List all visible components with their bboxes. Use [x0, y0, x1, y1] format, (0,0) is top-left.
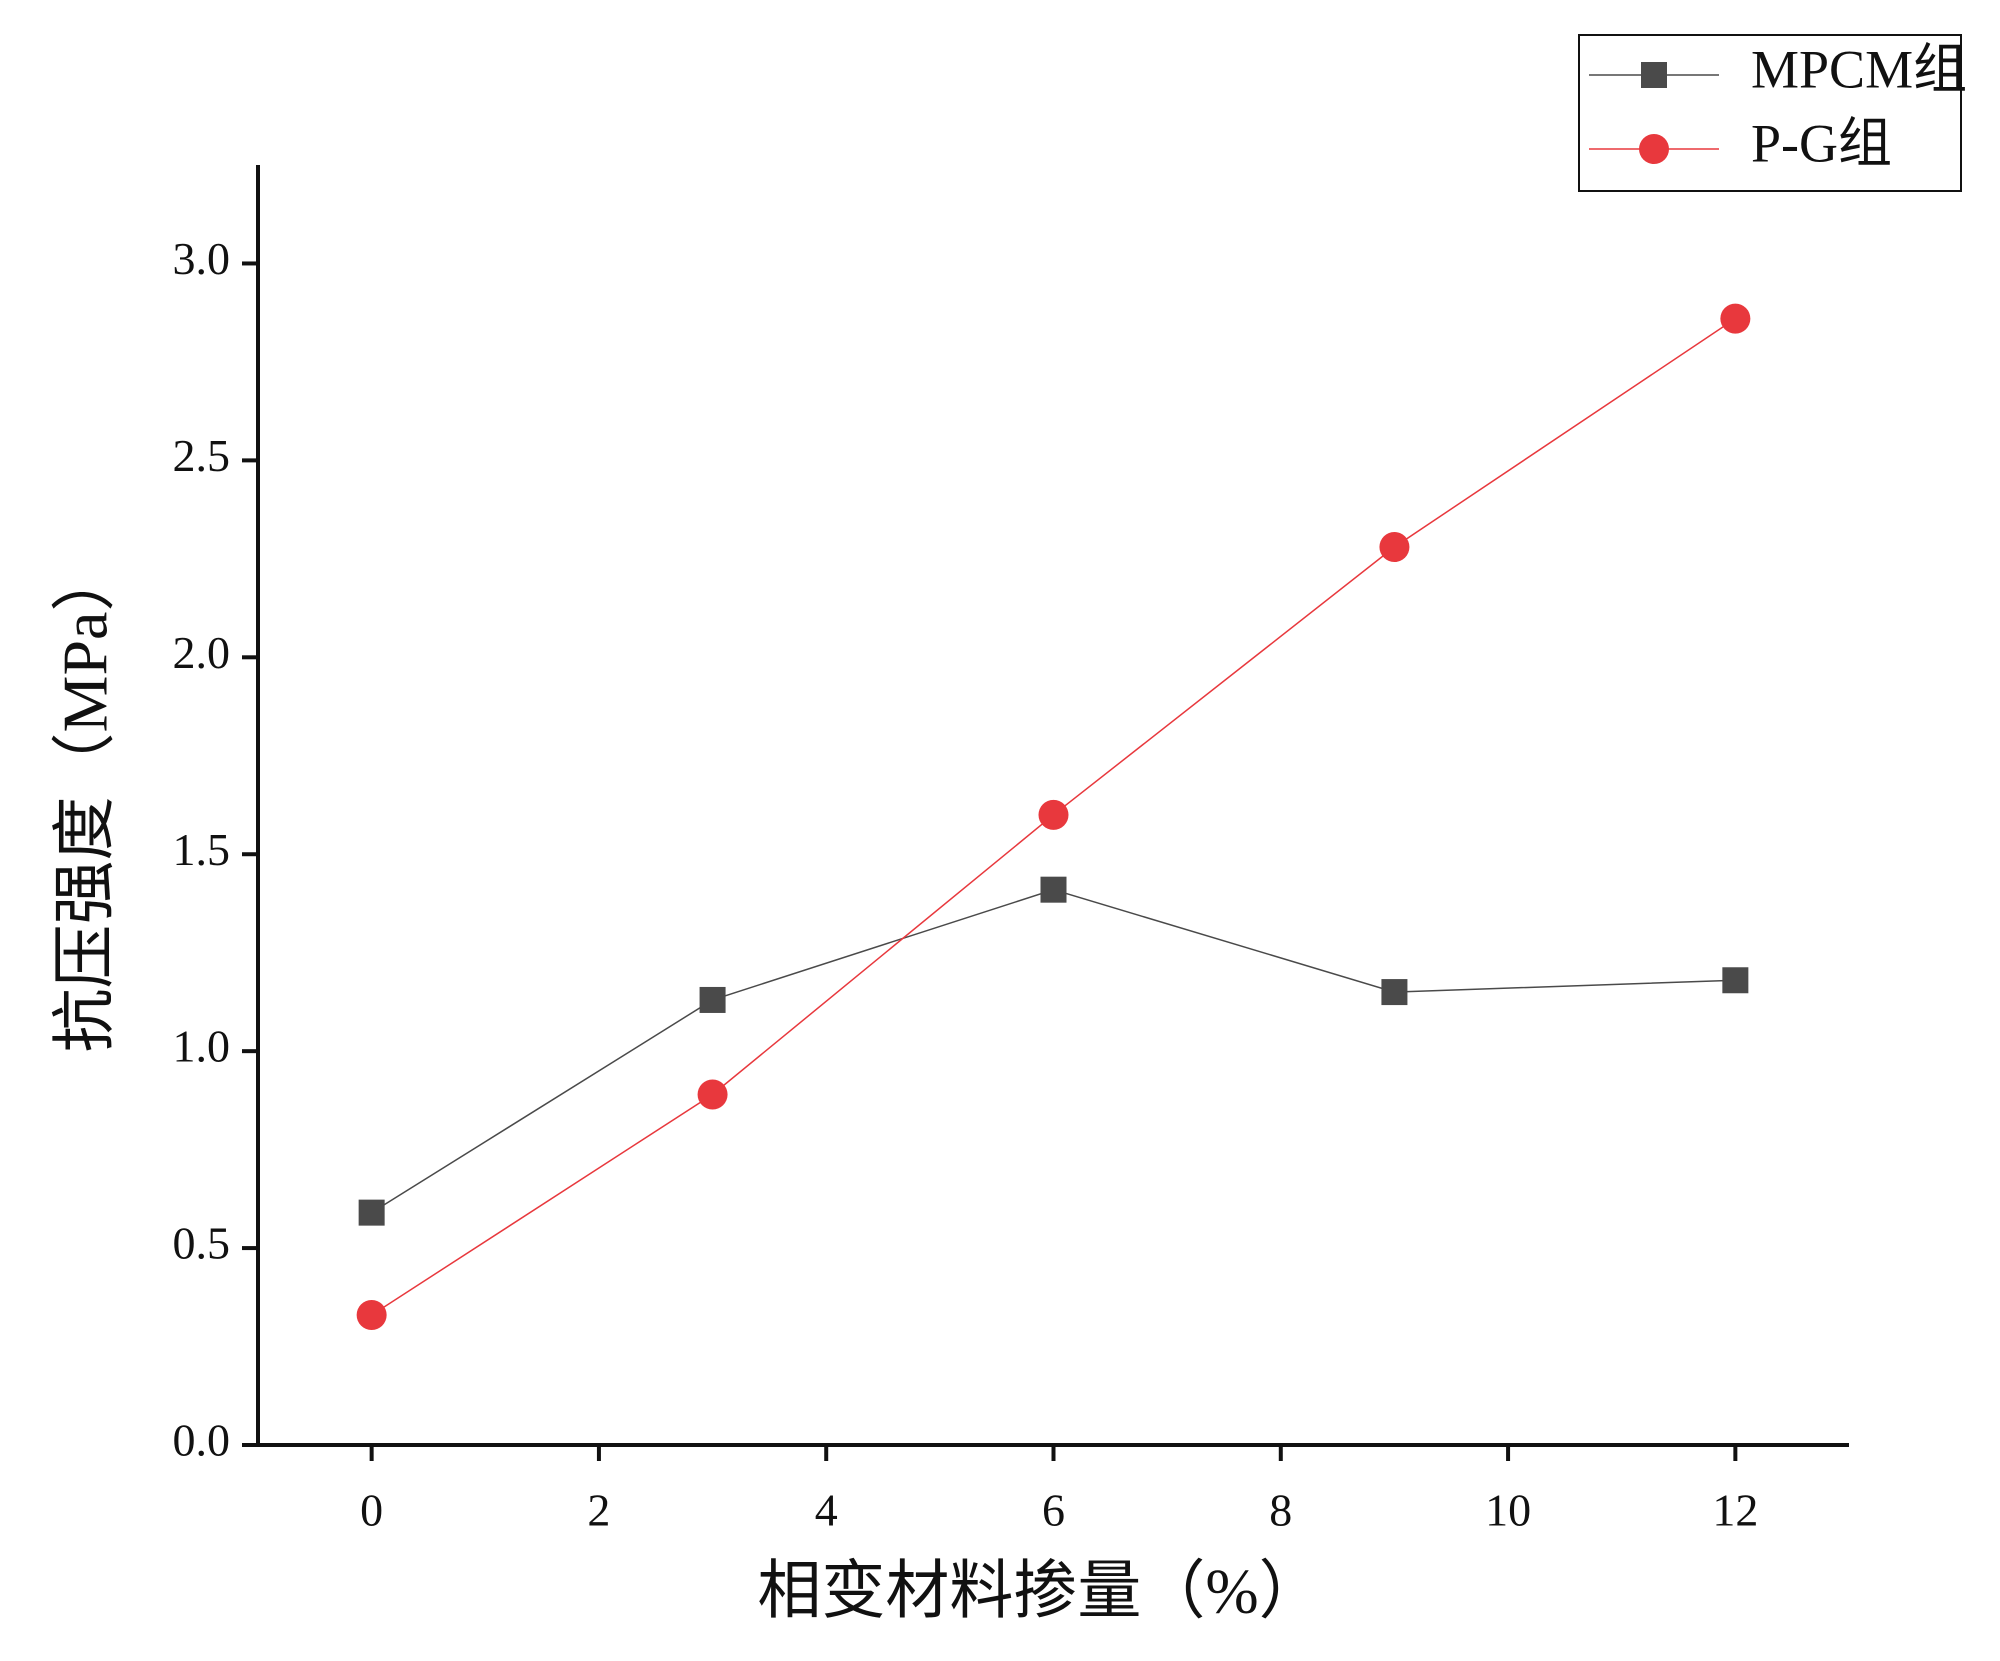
marker: [1381, 979, 1408, 1006]
legend-label: MPCM组: [1751, 39, 1967, 99]
y-axis-label: 抗压强度（MPa）: [50, 548, 121, 1053]
marker: [356, 1300, 387, 1331]
x-tick-label: 0: [360, 1485, 383, 1536]
marker: [1379, 532, 1410, 563]
x-tick-label: 6: [1042, 1485, 1065, 1536]
y-tick-label: 3.0: [173, 233, 231, 284]
x-tick-label: 2: [587, 1485, 610, 1536]
y-tick-label: 2.0: [173, 627, 231, 678]
legend-marker: [1641, 62, 1667, 88]
x-axis-label: 相变材料掺量（%）: [757, 1556, 1322, 1627]
marker: [1720, 303, 1751, 334]
y-tick-label: 1.0: [173, 1021, 231, 1072]
legend-label: P-G组: [1751, 113, 1892, 173]
x-tick-label: 8: [1269, 1485, 1292, 1536]
x-tick-label: 4: [815, 1485, 838, 1536]
legend-box: [1578, 34, 1962, 192]
y-tick-label: 2.5: [173, 430, 231, 481]
legend-marker: [1639, 134, 1669, 164]
marker: [1722, 967, 1749, 994]
x-tick-label: 10: [1485, 1485, 1531, 1536]
marker: [699, 986, 726, 1013]
series-line: [371, 888, 1736, 1214]
y-tick-label: 0.5: [173, 1218, 231, 1269]
marker: [1038, 799, 1069, 830]
marker: [697, 1079, 728, 1110]
x-tick-label: 12: [1712, 1485, 1758, 1536]
marker: [358, 1199, 385, 1226]
y-tick-label: 1.5: [173, 824, 231, 875]
marker: [1040, 876, 1067, 903]
y-tick-label: 0.0: [173, 1415, 231, 1466]
